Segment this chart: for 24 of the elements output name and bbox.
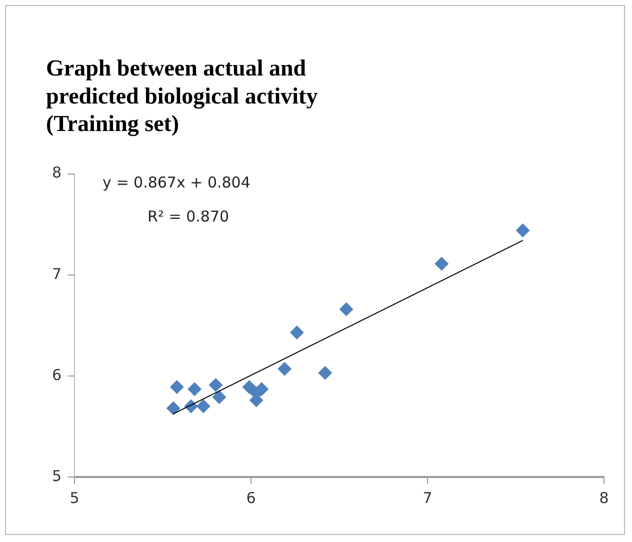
point (318, 366, 332, 380)
x-tick-label: 6 (246, 488, 256, 507)
point (242, 380, 256, 394)
point (196, 399, 210, 414)
point (339, 302, 354, 316)
y-tick-label: 8 (52, 164, 62, 182)
y-tick-label: 7 (52, 264, 62, 283)
y-tick-label: 6 (52, 366, 62, 384)
point (278, 362, 292, 376)
point (188, 382, 202, 396)
chart-title: Graph between actual and predicted biological activity (Training set) (46, 56, 318, 137)
point (212, 390, 226, 404)
y-tick-label: 5 (52, 466, 62, 485)
annotation: R² = 0.870 (148, 208, 230, 226)
point (208, 378, 223, 392)
x-tick-label: 8 (599, 488, 609, 507)
x-tick-label: 7 (422, 488, 432, 507)
annotation: y = 0.867x + 0.804 (102, 174, 250, 192)
x-tick-label: 5 (70, 488, 80, 507)
point (170, 380, 184, 394)
point (434, 256, 449, 271)
point (166, 401, 180, 416)
point (516, 223, 530, 238)
point (290, 325, 304, 340)
